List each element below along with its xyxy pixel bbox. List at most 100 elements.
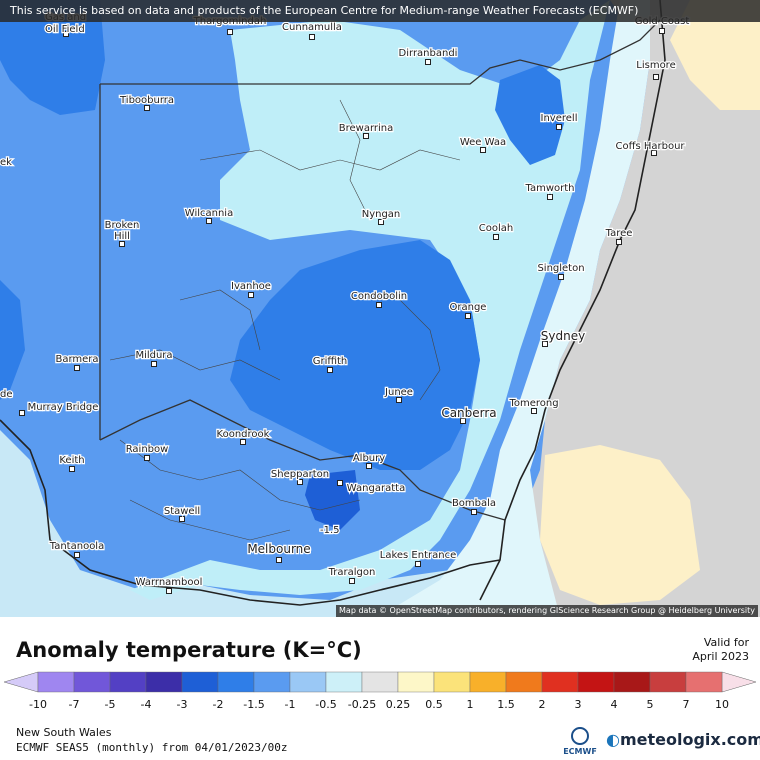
city-label-albury: Albury — [353, 453, 385, 464]
cold-core-nw — [0, 0, 105, 115]
cold-core-ne — [495, 65, 565, 165]
valid-month: April 2023 — [692, 650, 749, 663]
city-marker-dirranbandi — [425, 59, 431, 65]
region-name: New South Wales — [16, 726, 112, 739]
warm-patch-ne — [670, 0, 760, 110]
city-marker-shepparton — [297, 479, 303, 485]
city-marker-canberra — [460, 418, 466, 424]
city-label-traralgon: Traralgon — [328, 567, 376, 578]
city-label-griffith: Griffith — [313, 356, 348, 367]
city-marker-nyngan — [378, 219, 384, 225]
colorbar-swatch — [253, 671, 291, 693]
colorbar-tick-label: -0.5 — [315, 698, 336, 711]
city-label-hill: Hill — [114, 231, 130, 242]
city-marker-ivanhoe — [248, 292, 254, 298]
city-marker-oil-field — [63, 31, 69, 37]
city-marker-mildura — [151, 361, 157, 367]
colorbar-swatch — [325, 671, 363, 693]
city-marker-lismore — [653, 74, 659, 80]
colorbar-min-arrow — [3, 671, 39, 693]
city-marker-tibooburra — [144, 105, 150, 111]
colorbar-swatch — [505, 671, 543, 693]
ecmwf-banner: This service is based on data and produc… — [0, 0, 760, 22]
city-marker-tomerong — [531, 408, 537, 414]
city-label-melbourne: Melbourne — [247, 542, 310, 556]
coastline-south — [0, 419, 501, 606]
city-label-lakes-entrance: Lakes Entrance — [380, 550, 456, 561]
cold-core-west — [0, 280, 25, 400]
city-label-stawell: Stawell — [164, 506, 200, 517]
city-label-inverell: Inverell — [541, 113, 578, 124]
city-marker-lakes-entrance — [415, 561, 421, 567]
colorbar: -10 -7 -5 -4 -3 -2 -1.5 -1 -0.5 -0.25 0.25 0.5 1 1.5 2… — [3, 671, 757, 711]
city-label-orange: Orange — [450, 302, 487, 313]
city-label-condobolin: Condobolin — [351, 291, 407, 302]
city-marker-junee — [396, 397, 402, 403]
city-marker-barmera — [74, 365, 80, 371]
colorbar-swatch — [73, 671, 111, 693]
city-marker-hill — [119, 241, 125, 247]
meteologix-brand[interactable]: ◐meteologix.com — [606, 730, 760, 749]
city-label-oil-field: Oil Field — [45, 24, 85, 35]
city-marker-griffith — [327, 367, 333, 373]
city-marker-rainbow — [144, 455, 150, 461]
colorbar-swatch — [37, 671, 75, 693]
colorbar-tick-label: 2 — [539, 698, 546, 711]
colorbar-swatch — [397, 671, 435, 693]
city-label-lismore: Lismore — [636, 60, 675, 71]
valid-for: Valid for April 2023 — [692, 636, 749, 664]
city-label-wangaratta: Wangaratta — [347, 483, 405, 494]
city-marker-brewarrina — [363, 133, 369, 139]
nsw-qld-border — [100, 19, 661, 85]
colorbar-tick-label: 1.5 — [497, 698, 515, 711]
colorbar-tick-label: -5 — [105, 698, 116, 711]
colorbar-tick-label: 7 — [683, 698, 690, 711]
legend-title: Anomaly temperature (K=°C) — [16, 638, 362, 662]
ocean-east — [470, 0, 760, 617]
city-marker-coolah — [493, 234, 499, 240]
city-label-shepparton: Shepparton — [271, 469, 329, 480]
city-label-rainbow: Rainbow — [126, 444, 169, 455]
city-marker-traralgon — [349, 578, 355, 584]
anomaly-map[interactable]: -1.5 Gas andOil FieldThargomindahCunnamu… — [0, 0, 760, 617]
city-label-tomerong: Tomerong — [508, 398, 558, 409]
colorbar-tick-label: -1.5 — [243, 698, 264, 711]
city-label-koondrook: Koondrook — [217, 429, 270, 440]
colorbar-tick-label: -2 — [213, 698, 224, 711]
coastline-east — [479, 0, 666, 601]
colorbar-swatch — [145, 671, 183, 693]
ecmwf-logo-icon — [571, 727, 589, 745]
city-label-broken: Broken — [105, 220, 140, 231]
city-marker-taree — [616, 239, 622, 245]
city-marker-tamworth — [547, 194, 553, 200]
city-marker-orange — [465, 313, 471, 319]
city-marker-bombala — [471, 509, 477, 515]
colorbar-tick-label: 10 — [715, 698, 729, 711]
city-marker-keith — [69, 466, 75, 472]
city-marker-coffs-harbour — [651, 150, 657, 156]
colorbar-swatch — [289, 671, 327, 693]
cold-core-central — [230, 240, 480, 470]
city-marker-koondrook — [240, 439, 246, 445]
city-label-tantanoola: Tantanoola — [49, 541, 104, 552]
city-label-brewarrina: Brewarrina — [339, 123, 394, 134]
colorbar-tick-label: -3 — [177, 698, 188, 711]
city-label-coolah: Coolah — [479, 223, 513, 234]
colorbar-tick-label: 0.5 — [425, 698, 443, 711]
map-attribution[interactable]: Map data © OpenStreetMap contributors, r… — [336, 605, 758, 617]
city-marker-condobolin — [376, 302, 382, 308]
colorbar-tick-label: 3 — [575, 698, 582, 711]
city-labels: Gas andOil FieldThargomindahCunnamullaGo… — [0, 11, 691, 594]
city-marker-tantanoola — [74, 552, 80, 558]
colorbar-swatch — [541, 671, 579, 693]
city-label-bombala: Bombala — [452, 498, 496, 509]
city-label-keith: Keith — [59, 455, 84, 466]
city-marker-wangaratta — [337, 480, 343, 486]
warm-patch-se — [540, 445, 700, 605]
cold-core-vic — [305, 470, 360, 530]
valid-label: Valid for — [703, 636, 749, 649]
ecmwf-logo[interactable]: ECMWF — [562, 726, 598, 756]
contour-label: -1.5 — [320, 525, 340, 536]
city-marker-cunnamulla — [309, 34, 315, 40]
colorbar-swatch — [109, 671, 147, 693]
